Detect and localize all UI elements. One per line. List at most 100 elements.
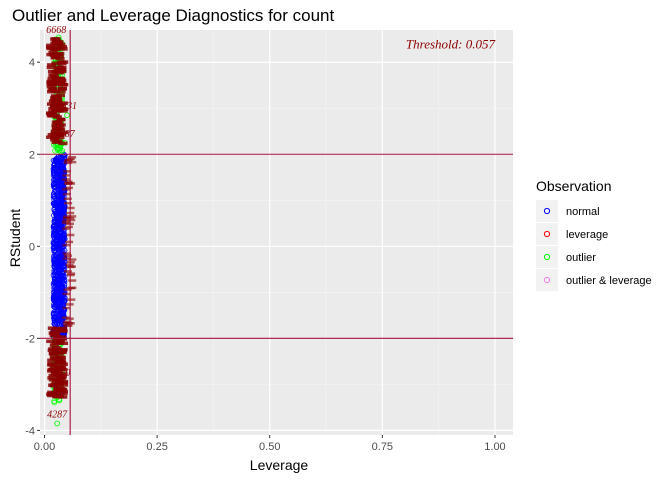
label-glyph (48, 73, 58, 77)
label-glyph (49, 354, 59, 358)
label-glyph (50, 113, 60, 117)
label-glyph (62, 257, 71, 260)
point-label: 2850 (50, 368, 70, 379)
data-point (60, 279, 66, 286)
label-glyph (47, 376, 57, 380)
y-tick-label: -4 (25, 425, 35, 437)
label-glyph (62, 252, 71, 255)
data-point (55, 250, 61, 256)
label-glyph (47, 63, 57, 67)
label-glyph (46, 46, 56, 51)
label-glyph (47, 368, 57, 372)
data-point (54, 199, 61, 206)
label-glyph (48, 331, 58, 335)
legend-title: Observation (536, 178, 611, 194)
label-glyph (57, 86, 67, 91)
data-point (59, 211, 65, 218)
legend: Observation normal leverage outlier outlier… (536, 178, 652, 291)
label-glyph (56, 367, 66, 372)
label-glyph (56, 60, 66, 65)
data-point (53, 286, 59, 293)
data-point (56, 278, 63, 284)
label-glyph (47, 362, 57, 366)
label-glyph (52, 39, 62, 43)
data-point (51, 162, 58, 169)
label-glyph (50, 129, 60, 133)
label-glyph (62, 174, 71, 177)
label-glyph (58, 362, 68, 366)
label-glyph (51, 108, 61, 113)
label-glyph (63, 197, 72, 201)
data-point (57, 163, 64, 169)
data-point (53, 158, 59, 165)
data-point (51, 274, 58, 281)
data-point (55, 187, 62, 193)
point-label: 2431 (57, 101, 77, 112)
x-axis-title: Leverage (250, 457, 309, 473)
data-point (55, 159, 61, 165)
data-point (52, 184, 59, 191)
label-glyph (52, 115, 62, 119)
label-glyph (50, 138, 60, 142)
data-point (51, 276, 58, 283)
label-glyph (51, 140, 61, 145)
label-glyph (61, 227, 70, 230)
point-labels: 4287 2850 6668 1687 2431 (45, 25, 77, 420)
data-point (51, 223, 58, 229)
label-glyph (61, 178, 70, 181)
data-point (51, 216, 58, 223)
data-point (55, 308, 61, 314)
label-glyph (46, 65, 56, 70)
label-glyph (47, 358, 57, 363)
data-point (54, 175, 61, 182)
legend-label: normal (566, 206, 600, 218)
y-axis-title: RStudent (7, 209, 23, 267)
data-point (56, 316, 63, 323)
label-glyph (65, 158, 74, 162)
label-glyph (57, 44, 67, 49)
data-point (50, 245, 57, 251)
data-point (52, 260, 58, 266)
label-glyph (57, 68, 67, 73)
label-glyph (68, 258, 77, 261)
label-glyph (65, 321, 74, 325)
label-glyph (56, 66, 66, 71)
label-glyph (65, 240, 74, 244)
label-glyph (48, 86, 58, 91)
label-glyph (62, 188, 71, 191)
point-label: 6668 (46, 25, 66, 36)
label-glyph (46, 43, 56, 48)
label-glyph (55, 56, 65, 61)
label-glyph (62, 306, 71, 310)
data-point (51, 315, 57, 321)
label-glyph (56, 357, 66, 362)
label-glyph (55, 82, 65, 86)
label-glyph (67, 298, 76, 301)
label-glyph (56, 376, 66, 380)
label-glyph (55, 135, 65, 140)
x-tick-label: 1.00 (484, 441, 505, 453)
label-glyph (58, 337, 68, 341)
label-glyph (48, 378, 58, 382)
label-glyph (63, 270, 72, 273)
data-point (53, 236, 60, 243)
x-tick-label: 0.25 (146, 441, 167, 453)
y-tick-label: 0 (29, 241, 35, 253)
data-point (52, 174, 58, 180)
x-tick-label: 0.75 (372, 441, 393, 453)
label-glyph (56, 117, 66, 122)
label-glyph (50, 136, 60, 140)
legend-label: outlier (566, 252, 596, 264)
legend-label: leverage (566, 229, 608, 241)
label-glyph (47, 76, 57, 81)
label-glyph (48, 110, 58, 115)
y-tick-label: 2 (29, 149, 35, 161)
label-glyph (49, 356, 59, 361)
label-glyph (65, 263, 74, 267)
data-point (51, 263, 58, 270)
label-glyph (57, 387, 67, 392)
label-glyph (62, 292, 71, 296)
label-glyph (64, 225, 73, 229)
x-tick-label: 0.00 (34, 441, 55, 453)
label-glyph (58, 329, 68, 333)
